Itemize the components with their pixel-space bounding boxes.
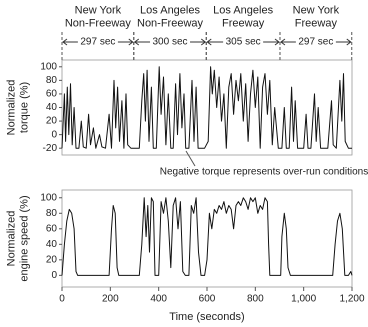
- segment-duration: 297 sec: [80, 37, 115, 48]
- x-tick-label: 1,000: [291, 294, 316, 305]
- x-tick-label: 1,200: [339, 294, 364, 305]
- text-line: torque (%): [18, 82, 30, 133]
- segment-label: New York Freeway: [293, 5, 340, 30]
- x-axis-label: Time (seconds): [169, 311, 244, 323]
- text-line: Normalized: [6, 80, 18, 136]
- data-line: [61, 197, 353, 276]
- segment-duration: 297 sec: [298, 37, 333, 48]
- annotation: Negative torque represents over-run cond…: [160, 167, 368, 178]
- x-tick-label: 400: [150, 294, 167, 305]
- segment-duration: 305 sec: [226, 37, 261, 48]
- duration-bg: [223, 36, 264, 48]
- plot-frame: [61, 59, 353, 156]
- text-line: New York: [75, 5, 122, 17]
- y-tick-label: -20: [43, 143, 58, 154]
- x-tick-label: 0: [59, 294, 65, 305]
- text-line: Los Angeles: [213, 5, 273, 17]
- x-tick-label: 200: [102, 294, 119, 305]
- y-tick-label: 40: [46, 239, 58, 250]
- annotation-leader: [185, 150, 196, 167]
- text-line: engine speed (%): [18, 195, 30, 281]
- y-tick-label: 0: [51, 270, 57, 281]
- duration-bg: [77, 36, 118, 48]
- y-tick-label: 80: [46, 208, 58, 219]
- y-tick-label: 60: [46, 223, 58, 234]
- segment-duration: 300 sec: [153, 37, 188, 48]
- y-tick-label: 60: [46, 89, 58, 100]
- text-line: Freeway: [295, 17, 338, 29]
- y-tick-label: 40: [46, 102, 58, 113]
- segment-label: New York Non-Freeway: [65, 5, 132, 30]
- y-tick-label: 20: [46, 254, 58, 265]
- segment-label: Los Angeles Non-Freeway: [137, 5, 204, 30]
- text-line: New York: [293, 5, 340, 17]
- text-line: Normalized: [6, 211, 18, 267]
- segment-label: Los Angeles Freeway: [213, 5, 273, 30]
- y-axis-label: Normalizedengine speed (%): [6, 195, 31, 281]
- text-line: Freeway: [222, 17, 265, 29]
- x-tick-label: 600: [199, 294, 216, 305]
- y-tick-label: 100: [40, 61, 57, 72]
- x-tick-label: 800: [247, 294, 264, 305]
- y-tick-label: 0: [51, 129, 57, 140]
- y-tick-label: 100: [40, 192, 57, 203]
- data-line: [61, 66, 352, 149]
- y-tick-label: 80: [46, 75, 58, 86]
- y-axis-label: Normalizedtorque (%): [6, 80, 31, 136]
- duration-bg: [295, 36, 336, 48]
- text-line: Non-Freeway: [65, 17, 132, 29]
- duration-bg: [150, 36, 191, 48]
- y-tick-label: 20: [46, 116, 58, 127]
- text-line: Los Angeles: [140, 5, 200, 17]
- text-line: Non-Freeway: [137, 17, 204, 29]
- plot-frame: [61, 189, 353, 288]
